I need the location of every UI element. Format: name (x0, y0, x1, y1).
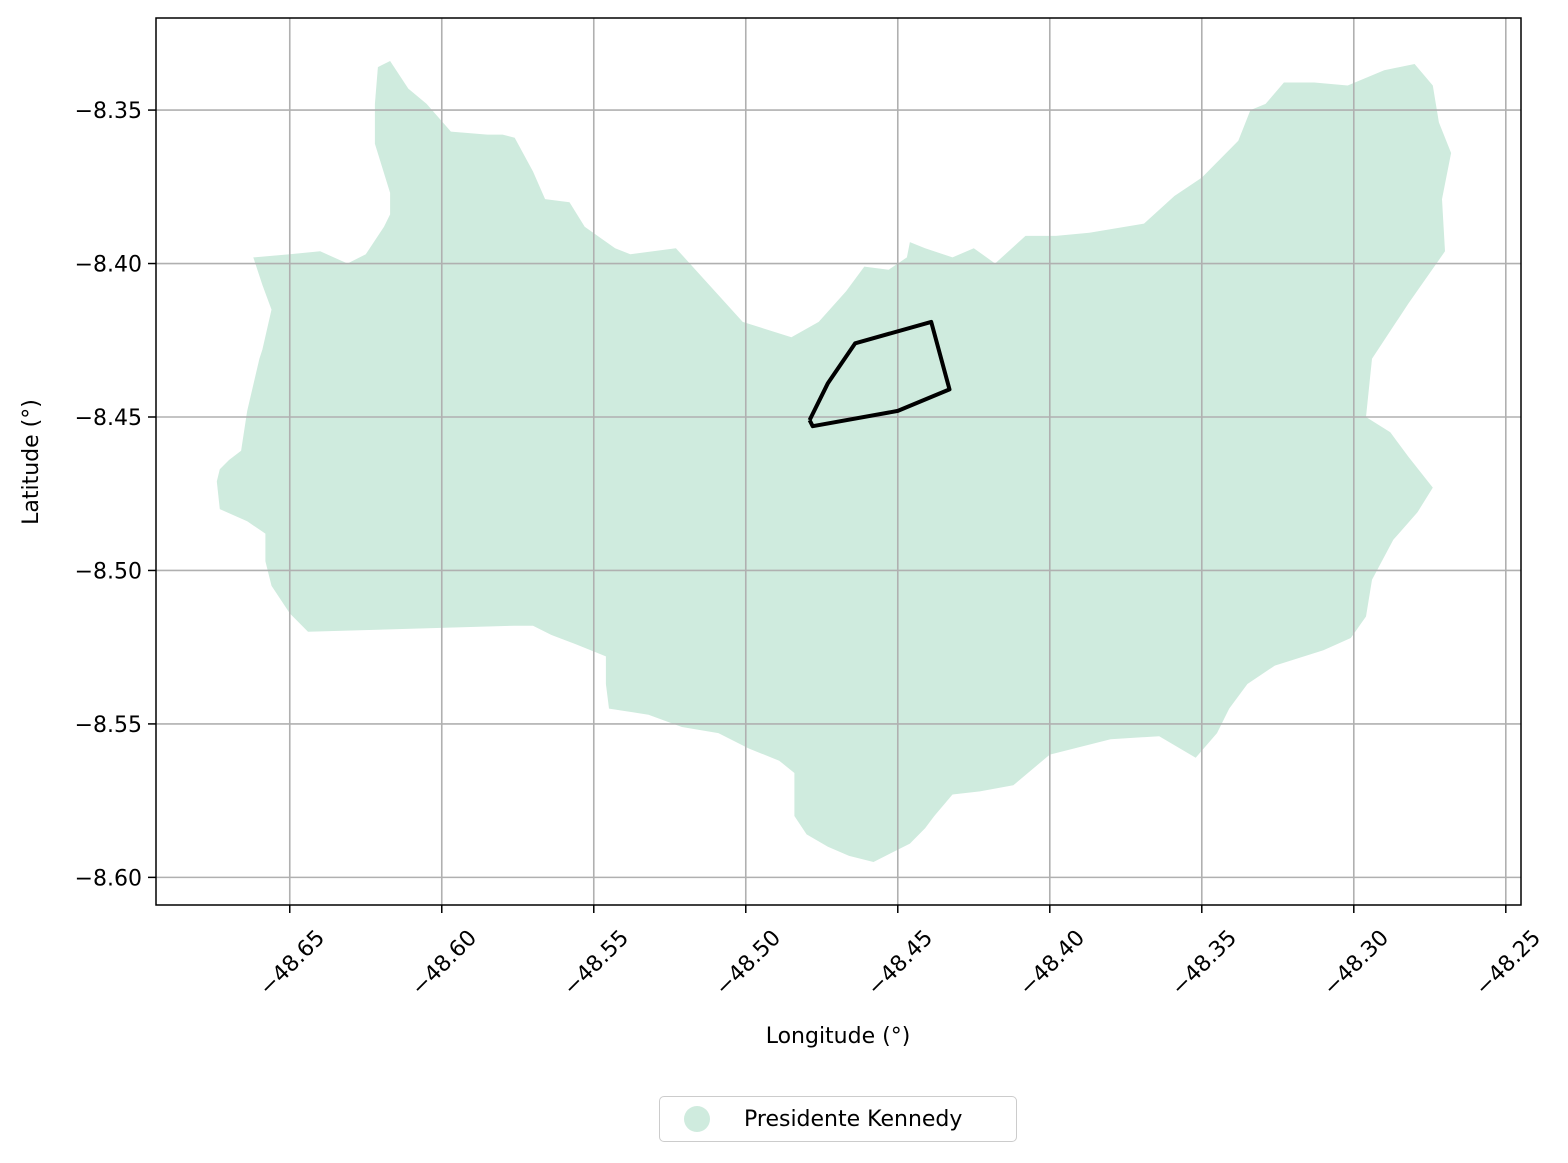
x-tick-label: −48.40 (1015, 926, 1090, 1001)
x-tick-label: −48.55 (559, 926, 634, 1001)
highlight-polygon (807, 319, 952, 429)
y-axis-ticks: −8.35 −8.40 −8.45 −8.50 −8.55 −8.60 (75, 99, 156, 891)
municipality-region (216, 61, 1452, 862)
plot-area (155, 17, 1522, 906)
y-tick-label: −8.55 (75, 713, 142, 738)
y-tick-label: −8.35 (75, 99, 142, 124)
y-tick-label: −8.40 (75, 253, 142, 278)
x-axis-title: Longitude (°) (766, 1024, 911, 1049)
x-tick-label: −48.60 (407, 926, 482, 1001)
x-tick-label: −48.65 (255, 926, 330, 1001)
x-tick-label: −48.25 (1471, 926, 1546, 1001)
y-tick-label: −8.45 (75, 406, 142, 431)
y-tick-label: −8.50 (75, 559, 142, 584)
x-tick-label: −48.30 (1319, 926, 1394, 1001)
x-tick-label: −48.50 (711, 926, 786, 1001)
x-tick-label: −48.35 (1167, 926, 1242, 1001)
axes-frame (155, 17, 1522, 906)
y-axis-title: Latitude (°) (19, 399, 44, 525)
x-tick-label: −48.45 (863, 926, 938, 1001)
grid-lines (156, 18, 1521, 905)
x-axis-ticks: −48.65 −48.60 −48.55 −48.50 −48.45 −48.40 −48.… (255, 905, 1546, 1001)
legend-marker-presidente-kennedy (684, 1106, 710, 1132)
legend-label: Presidente Kennedy (744, 1106, 963, 1132)
y-tick-label: −8.60 (75, 866, 142, 891)
legend: Presidente Kennedy (659, 1096, 1017, 1142)
